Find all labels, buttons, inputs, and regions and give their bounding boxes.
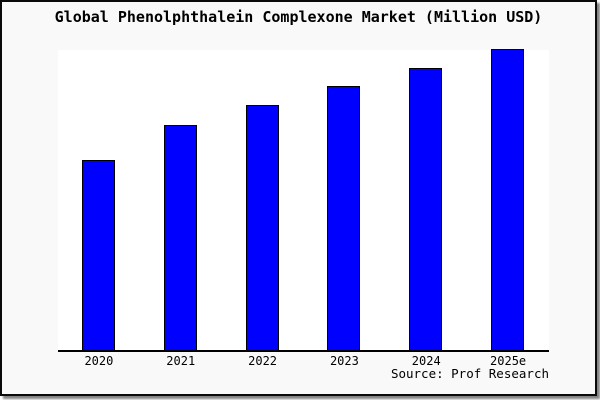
bar-2023 [327,85,361,350]
chart-title: Global Phenolphthalein Complexone Market… [54,8,543,26]
x-tick-label-2025e: 2025e [490,354,527,368]
x-tick-label-2021: 2021 [166,354,196,368]
bar-2022 [245,104,279,350]
bar-2021 [163,124,197,350]
x-tick-label-2023: 2023 [329,354,359,368]
source-credit: Source: Prof Research [390,366,549,381]
plot-area [58,49,549,352]
bar-2020 [81,160,115,350]
x-tick-label-2024: 2024 [411,354,441,368]
bar-2025e [491,49,525,350]
bar-2024 [409,67,443,350]
x-tick-label-2020: 2020 [84,354,114,368]
x-tick-label-2022: 2022 [248,354,278,368]
x-axis-labels: 2020 2021 2022 2023 2024 2025e [58,354,549,370]
